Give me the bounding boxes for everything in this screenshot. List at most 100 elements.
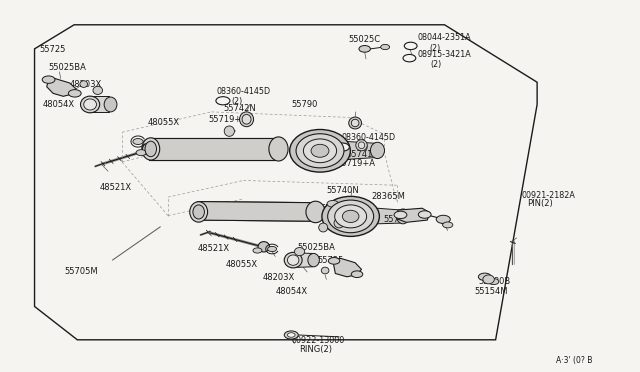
Circle shape: [327, 201, 339, 207]
Ellipse shape: [397, 209, 410, 224]
Circle shape: [403, 54, 416, 62]
Text: 08360-4145D: 08360-4145D: [216, 87, 271, 96]
Ellipse shape: [306, 201, 325, 223]
Ellipse shape: [308, 253, 319, 267]
Polygon shape: [197, 202, 314, 221]
Text: RING(2): RING(2): [300, 344, 333, 353]
Ellipse shape: [311, 144, 329, 157]
Text: 55080B: 55080B: [478, 277, 511, 286]
Text: 55742N: 55742N: [223, 104, 256, 113]
Ellipse shape: [334, 218, 344, 228]
Polygon shape: [89, 96, 109, 112]
Circle shape: [351, 271, 363, 278]
Text: (2): (2): [430, 44, 441, 52]
Polygon shape: [150, 138, 275, 160]
Ellipse shape: [224, 126, 234, 137]
Ellipse shape: [303, 139, 337, 163]
Polygon shape: [292, 253, 312, 267]
Polygon shape: [47, 78, 76, 96]
Ellipse shape: [294, 247, 305, 256]
Ellipse shape: [284, 252, 302, 268]
Text: 55154M: 55154M: [474, 287, 508, 296]
Text: A·3' (0? B: A·3' (0? B: [556, 356, 593, 365]
Text: 48054X: 48054X: [42, 100, 74, 109]
Circle shape: [404, 42, 417, 49]
Ellipse shape: [351, 119, 359, 127]
Ellipse shape: [349, 117, 362, 129]
Text: 55790: 55790: [384, 215, 410, 224]
Ellipse shape: [84, 99, 97, 110]
Text: 08915-3421A: 08915-3421A: [417, 50, 471, 59]
Text: 48521X: 48521X: [197, 244, 230, 253]
Ellipse shape: [81, 96, 100, 113]
Circle shape: [478, 273, 491, 280]
Ellipse shape: [80, 81, 88, 87]
Ellipse shape: [342, 210, 359, 222]
Circle shape: [436, 215, 451, 224]
Text: 55740N: 55740N: [326, 186, 359, 195]
Text: 00921-2182A: 00921-2182A: [521, 191, 575, 200]
Circle shape: [42, 76, 55, 83]
Text: 55725: 55725: [39, 45, 65, 54]
Text: 55741: 55741: [347, 150, 373, 159]
Circle shape: [359, 45, 371, 52]
Text: 48203X: 48203X: [70, 80, 102, 89]
Ellipse shape: [145, 141, 157, 157]
Circle shape: [216, 97, 230, 105]
Polygon shape: [397, 208, 430, 222]
Text: 48055X: 48055X: [148, 119, 180, 128]
Text: 48203X: 48203X: [262, 273, 295, 282]
Ellipse shape: [356, 140, 367, 151]
Circle shape: [335, 143, 349, 151]
Polygon shape: [348, 141, 378, 159]
Ellipse shape: [239, 112, 253, 127]
Text: 55790: 55790: [291, 100, 317, 109]
Text: S: S: [340, 145, 345, 150]
Ellipse shape: [322, 196, 380, 236]
Ellipse shape: [371, 142, 385, 158]
Text: 55725: 55725: [317, 256, 344, 265]
Polygon shape: [378, 208, 402, 224]
Ellipse shape: [328, 200, 374, 233]
Circle shape: [287, 333, 295, 337]
Text: 55025C: 55025C: [349, 35, 381, 44]
Text: B: B: [408, 44, 413, 48]
Text: 55719+A: 55719+A: [336, 158, 375, 167]
Ellipse shape: [189, 202, 207, 222]
Text: 55025BA: 55025BA: [49, 63, 86, 72]
Text: 48054X: 48054X: [275, 287, 307, 296]
Text: PIN(2): PIN(2): [527, 199, 554, 208]
Text: (2): (2): [357, 143, 368, 152]
Ellipse shape: [142, 138, 160, 160]
Text: 55719: 55719: [320, 204, 346, 213]
Text: (2): (2): [232, 97, 243, 106]
Ellipse shape: [290, 129, 350, 172]
Circle shape: [381, 44, 390, 49]
Text: 08044-2351A: 08044-2351A: [417, 33, 470, 42]
Circle shape: [268, 246, 276, 251]
Ellipse shape: [358, 142, 365, 148]
Text: (2): (2): [431, 60, 442, 69]
Ellipse shape: [143, 143, 156, 155]
Circle shape: [328, 257, 340, 264]
Ellipse shape: [319, 223, 328, 232]
Text: 55719+A: 55719+A: [208, 115, 247, 124]
Circle shape: [68, 90, 81, 97]
Polygon shape: [333, 258, 362, 277]
Text: S: S: [221, 98, 225, 103]
Ellipse shape: [258, 241, 269, 252]
Text: 08360-4145D: 08360-4145D: [342, 133, 396, 142]
Circle shape: [443, 222, 453, 228]
Text: 48055X: 48055X: [226, 260, 259, 269]
Ellipse shape: [335, 205, 367, 228]
Circle shape: [136, 150, 147, 155]
Ellipse shape: [483, 275, 494, 284]
Text: 55025BA: 55025BA: [298, 243, 335, 251]
Ellipse shape: [287, 255, 299, 265]
Ellipse shape: [193, 205, 204, 219]
Text: 28365M: 28365M: [371, 192, 405, 201]
Text: 55705M: 55705M: [65, 267, 98, 276]
Circle shape: [419, 211, 431, 218]
Ellipse shape: [269, 137, 288, 161]
Circle shape: [253, 248, 262, 253]
